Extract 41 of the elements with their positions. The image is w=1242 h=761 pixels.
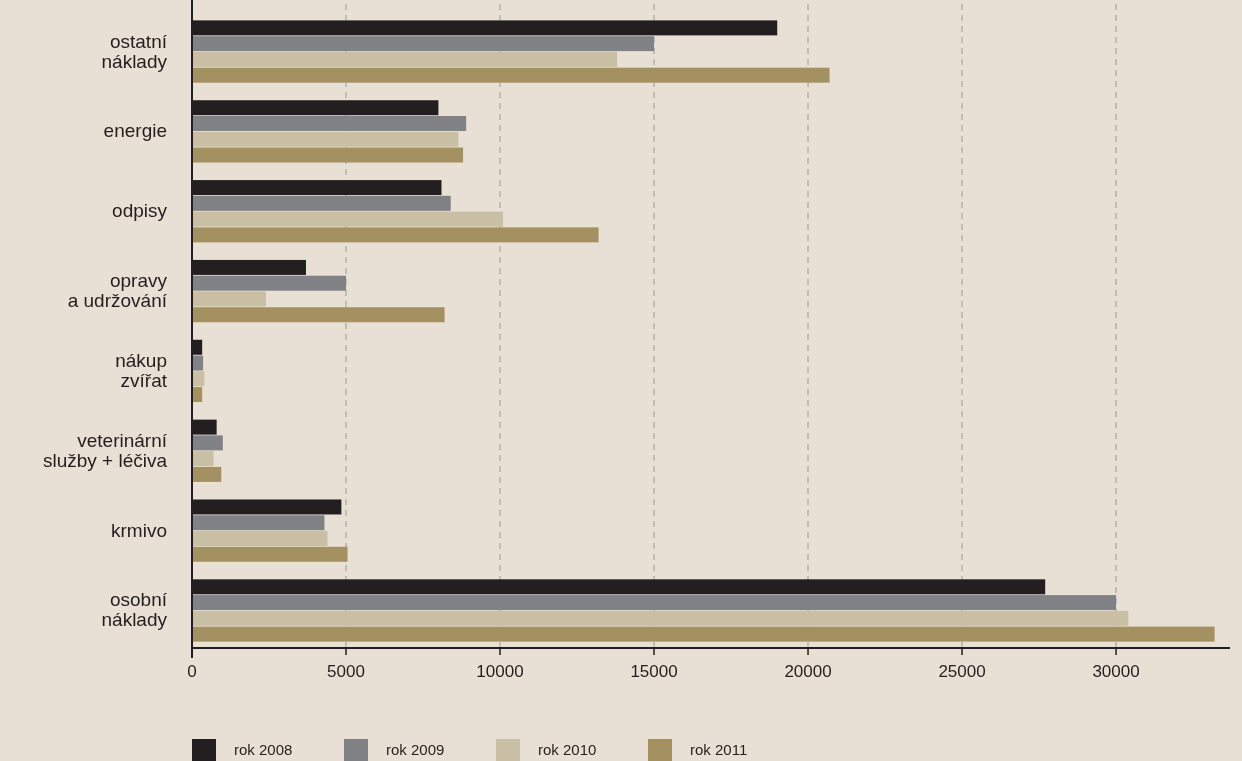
bar <box>192 147 464 163</box>
y-tick-label: nákup zvířat <box>115 349 168 391</box>
bar <box>192 531 328 546</box>
legend-label: rok 2008 <box>234 741 293 758</box>
bar <box>192 466 222 482</box>
bar <box>192 211 504 227</box>
bar <box>192 307 445 323</box>
bar <box>192 610 1129 626</box>
bar <box>192 546 348 562</box>
bar <box>192 515 325 531</box>
bar <box>192 275 347 291</box>
bar <box>192 131 459 147</box>
bar <box>192 291 266 307</box>
bar <box>192 227 599 243</box>
y-tick-label: odpisy <box>112 200 168 222</box>
bar <box>192 67 830 83</box>
x-tick-label: 0 <box>187 662 197 681</box>
bar <box>192 451 214 467</box>
y-tick-label: krmivo <box>111 519 167 541</box>
x-tick-label: 5000 <box>327 662 365 681</box>
y-tick-label: osobní náklady <box>101 589 168 631</box>
y-tick-label: opravy a udržování <box>67 270 168 312</box>
bar <box>192 36 655 52</box>
y-tick-label: energie <box>103 120 167 142</box>
bar <box>192 435 223 451</box>
x-tick-label: 30000 <box>1092 662 1140 681</box>
x-tick-label: 25000 <box>938 662 986 681</box>
legend-label: rok 2009 <box>386 741 445 758</box>
y-tick-label: ostatní náklady <box>101 30 168 72</box>
x-tick-label: 15000 <box>630 662 678 681</box>
bar <box>192 626 1215 642</box>
legend-label: rok 2011 <box>690 741 748 758</box>
y-tick-label: veterinární služby + léčiva <box>42 429 168 471</box>
bar <box>192 51 618 67</box>
x-tick-label: 20000 <box>784 662 832 681</box>
x-tick-label: 10000 <box>476 662 524 681</box>
bar <box>192 595 1117 611</box>
bar <box>192 116 467 131</box>
legend-label: rok 2010 <box>538 741 597 758</box>
bar <box>192 195 451 211</box>
bar <box>192 355 204 371</box>
